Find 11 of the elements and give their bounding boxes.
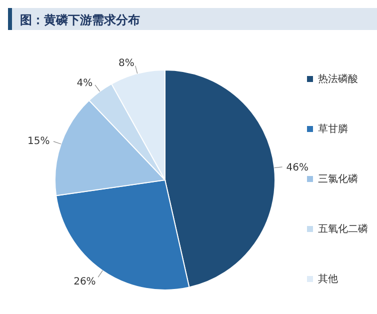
data-label: 4%	[76, 78, 93, 89]
data-label: 15%	[27, 136, 50, 148]
legend-label: 热法磷酸	[318, 73, 358, 85]
data-label: 26%	[74, 276, 96, 288]
data-label: 46%	[286, 162, 308, 174]
legend-label: 三氯化磷	[318, 173, 358, 185]
data-label: 8%	[118, 58, 134, 69]
legend-label: 草甘膦	[318, 123, 348, 135]
chart-title: 图：黄磷下游需求分布	[20, 13, 140, 27]
legend-label: 其他	[318, 273, 338, 285]
legend-label: 五氧化二磷	[318, 223, 368, 235]
